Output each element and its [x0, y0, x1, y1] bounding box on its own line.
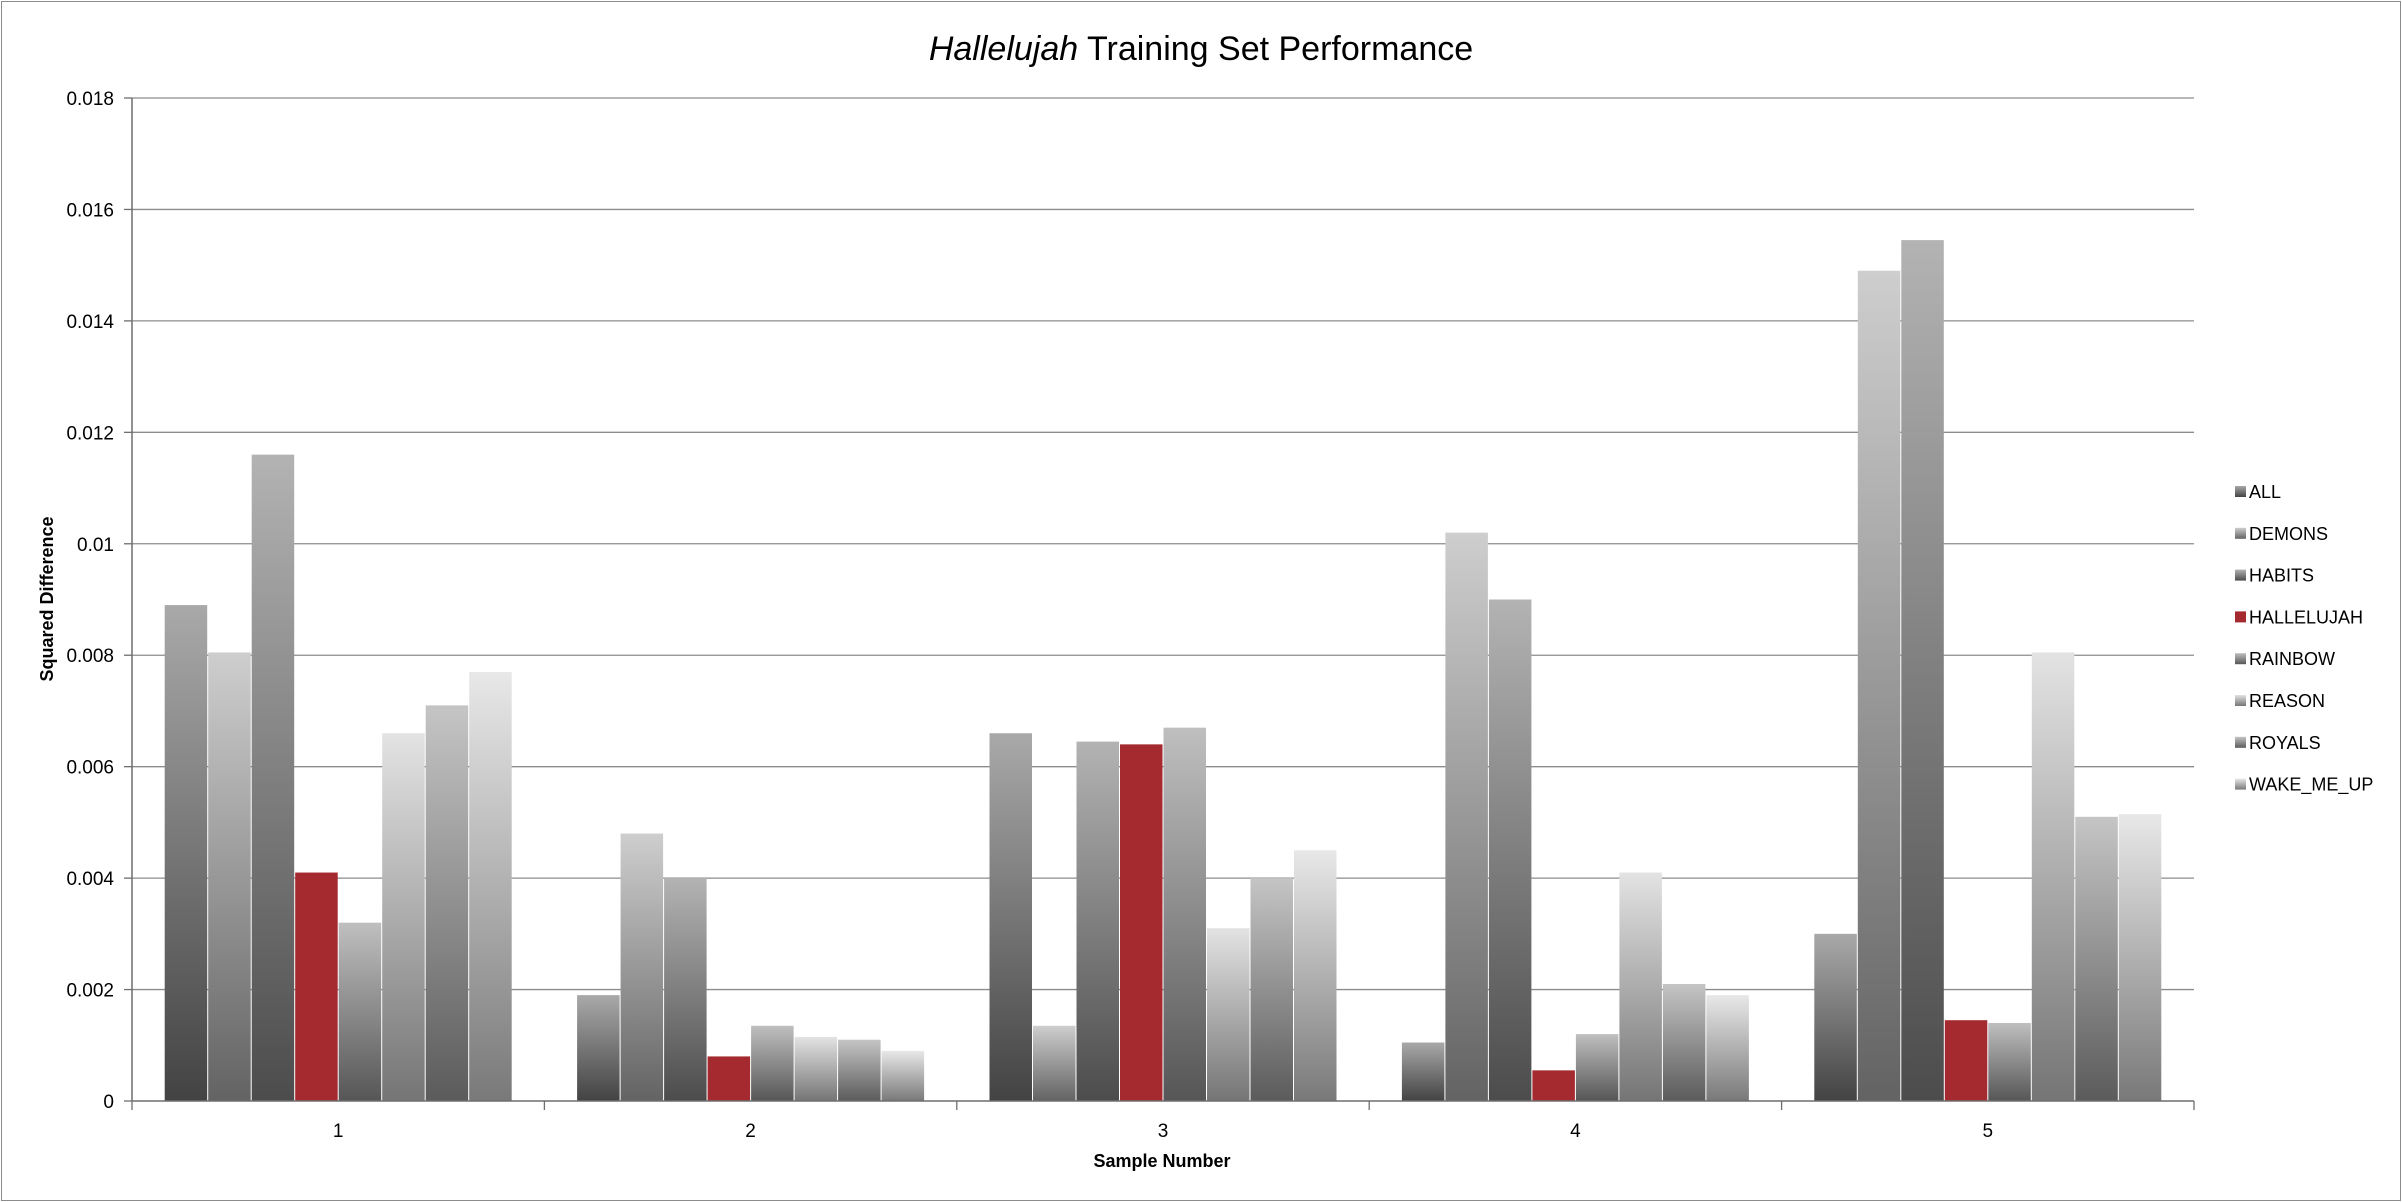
x-tick-label: 3 [1158, 1121, 1169, 1142]
legend-swatch [2235, 611, 2246, 623]
legend-item-royals: ROYALS [2235, 733, 2321, 753]
y-tick-label: 0.018 [66, 89, 114, 110]
bar-royals-sample-4 [1662, 983, 1706, 1101]
bar-hallelujah-sample-1 [295, 872, 338, 1101]
y-tick-label: 0.004 [66, 869, 114, 890]
bar-reason-sample-5 [2031, 652, 2075, 1101]
legend-swatch [2235, 486, 2246, 497]
bar-demons-sample-1 [208, 652, 251, 1101]
bar-royals-sample-5 [2075, 816, 2118, 1101]
y-tick-label: 0.01 [77, 535, 114, 556]
legend-item-demons: DEMONS [2235, 524, 2328, 544]
bar-demons-sample-3 [1033, 1025, 1076, 1101]
bar-demons-sample-4 [1445, 532, 1488, 1101]
y-tick-label: 0.016 [66, 200, 114, 221]
bar-wake-me-up-sample-5 [2118, 814, 2162, 1101]
y-axis-title: Squared Difference [37, 516, 57, 681]
x-tick-label: 5 [1983, 1121, 1994, 1142]
legend-label: RAINBOW [2249, 649, 2335, 669]
bar-wake-me-up-sample-2 [881, 1050, 925, 1101]
bar-reason-sample-4 [1619, 872, 1662, 1101]
bar-wake-me-up-sample-4 [1706, 995, 1749, 1101]
legend-label: REASON [2249, 691, 2325, 711]
legend-item-reason: REASON [2235, 691, 2325, 711]
y-tick-labels: 0 0.002 0.004 0.006 0.008 0.01 0.012 0.014 0.016… [66, 89, 132, 1113]
y-tick-label: 0.006 [66, 758, 114, 779]
bar-royals-sample-2 [838, 1039, 881, 1101]
legend: ALL DEMONS HABITS HALLELUJAH RAINBOW REASON RO… [2235, 482, 2373, 796]
legend-label: ROYALS [2249, 733, 2321, 753]
bar-wake-me-up-sample-3 [1294, 850, 1337, 1101]
bar-rainbow-sample-2 [751, 1025, 794, 1101]
x-tick-label: 1 [333, 1121, 344, 1142]
legend-swatch [2235, 695, 2246, 706]
bar-demons-sample-2 [620, 833, 664, 1101]
bar-rainbow-sample-4 [1575, 1034, 1619, 1101]
legend-swatch [2235, 653, 2246, 665]
bar-rainbow-sample-5 [1988, 1022, 2031, 1101]
legend-item-habits: HABITS [2235, 566, 2314, 586]
bar-habits-sample-2 [664, 878, 707, 1101]
bar-hallelujah-sample-5 [1944, 1020, 1988, 1101]
x-axis-title: Sample Number [1093, 1151, 1230, 1171]
y-tick-label: 0.008 [66, 646, 114, 667]
legend-swatch [2235, 569, 2246, 581]
x-tick-labels: 1 2 3 4 5 [131, 1101, 2195, 1142]
chart-title: Hallelujah Training Set Performance [929, 30, 1473, 68]
bar-hallelujah-sample-2 [707, 1056, 751, 1101]
y-tick-label: 0.002 [66, 981, 114, 1002]
legend-label: HALLELUJAH [2249, 607, 2363, 627]
legend-item-all: ALL [2235, 482, 2281, 502]
bar-demons-sample-5 [1857, 270, 1901, 1101]
bar-reason-sample-1 [382, 733, 425, 1101]
bar-habits-sample-1 [251, 454, 295, 1102]
legend-swatch [2235, 778, 2246, 790]
bar-hallelujah-sample-3 [1120, 744, 1163, 1101]
y-tick-label: 0.014 [66, 312, 114, 333]
bars [164, 240, 2162, 1102]
legend-label: WAKE_ME_UP [2249, 775, 2373, 796]
bar-all-sample-3 [989, 733, 1032, 1101]
y-tick-label: 0 [103, 1092, 114, 1113]
legend-item-wake-me-up: WAKE_ME_UP [2235, 775, 2373, 796]
y-tick-label: 0.012 [66, 423, 114, 444]
bar-habits-sample-3 [1076, 741, 1119, 1101]
legend-item-hallelujah: HALLELUJAH [2235, 607, 2363, 627]
bar-royals-sample-1 [425, 705, 469, 1101]
chart-title-rest: Training Set Performance [1078, 30, 1473, 68]
legend-item-rainbow: RAINBOW [2235, 649, 2335, 669]
bar-reason-sample-3 [1207, 928, 1250, 1101]
legend-label: ALL [2249, 482, 2281, 502]
bar-hallelujah-sample-4 [1532, 1070, 1575, 1101]
legend-label: DEMONS [2249, 524, 2328, 544]
bar-rainbow-sample-3 [1163, 727, 1206, 1101]
bar-royals-sample-3 [1250, 878, 1293, 1101]
bar-all-sample-2 [577, 995, 620, 1101]
legend-swatch [2235, 736, 2246, 748]
bar-all-sample-1 [164, 605, 208, 1101]
bar-habits-sample-5 [1901, 240, 1944, 1101]
chart-title-italic: Hallelujah [929, 30, 1078, 68]
legend-label: HABITS [2249, 566, 2314, 586]
legend-swatch [2235, 527, 2246, 539]
x-tick-label: 4 [1570, 1121, 1581, 1142]
bar-all-sample-5 [1814, 933, 1857, 1101]
bar-rainbow-sample-1 [338, 922, 382, 1101]
bar-all-sample-4 [1401, 1042, 1445, 1101]
bar-wake-me-up-sample-1 [469, 671, 512, 1101]
bar-reason-sample-2 [794, 1036, 838, 1101]
bar-habits-sample-4 [1488, 599, 1532, 1101]
x-tick-label: 2 [745, 1121, 756, 1142]
axes [131, 98, 2194, 1102]
